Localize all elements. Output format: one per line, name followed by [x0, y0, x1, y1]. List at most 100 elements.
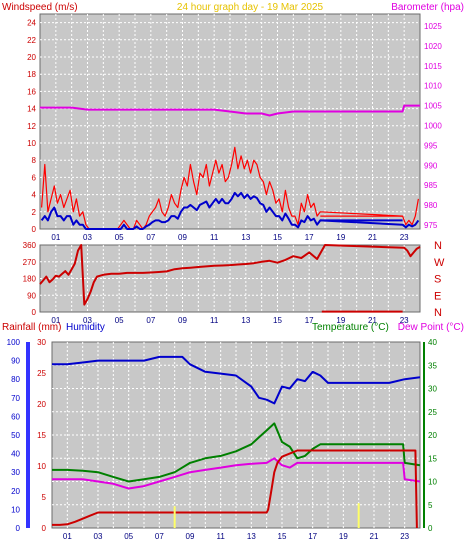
- humidity-y-tick-label: 60: [11, 412, 20, 421]
- temperature-y-tick-label: 10: [428, 478, 437, 487]
- direction-y-tick-label: 180: [23, 275, 37, 284]
- barometer-y-tick-label: 980: [424, 201, 438, 210]
- wind-y-tick-label: 14: [27, 105, 36, 114]
- series-line-rainfall: [52, 449, 418, 529]
- direction-y-tick-label: 90: [27, 291, 36, 300]
- direction-panel-x-tick-label: 19: [336, 316, 345, 325]
- direction-compass-label: W: [434, 257, 445, 269]
- series-line-temperature: [52, 422, 421, 483]
- climate-panel-x-tick-label: 03: [94, 532, 103, 541]
- rain-y-tick-label: 10: [37, 462, 46, 471]
- direction-panel-x-tick-label: 05: [115, 316, 124, 325]
- direction-y-tick-label: 270: [23, 258, 37, 267]
- dew-point-axis-title: Dew Point (°C): [398, 322, 464, 333]
- wind-panel-x-tick-label: 11: [210, 233, 219, 242]
- climate-panel-x-tick-label: 13: [247, 532, 256, 541]
- wind-y-tick-label: 12: [27, 122, 36, 131]
- barometer-y-tick-label: 995: [424, 141, 438, 150]
- humidity-y-tick-label: 70: [11, 394, 20, 403]
- wind-y-tick-label: 18: [27, 70, 36, 79]
- series-line-barometer: [40, 104, 420, 117]
- wind-axis-title: Windspeed (m/s): [2, 2, 78, 13]
- direction-y-tick-label: 0: [32, 308, 37, 317]
- wind-y-tick-label: 8: [32, 156, 37, 165]
- wind-y-tick-label: 22: [27, 36, 36, 45]
- wind-y-tick-label: 16: [27, 87, 36, 96]
- wind-y-tick-label: 10: [27, 139, 36, 148]
- barometer-axis-title: Barometer (hpa): [391, 2, 464, 13]
- wind-y-tick-label: 6: [32, 173, 37, 182]
- rain-y-tick-label: 5: [42, 493, 47, 502]
- direction-panel-x-tick-label: 09: [178, 316, 187, 325]
- temperature-y-tick-label: 25: [428, 408, 437, 417]
- wind-y-tick-label: 0: [32, 225, 37, 234]
- series-line-dew-point: [52, 457, 421, 490]
- wind-panel-x-tick-label: 07: [146, 233, 155, 242]
- temperature-y-tick-label: 0: [428, 524, 433, 533]
- climate-panel-x-tick-label: 19: [339, 532, 348, 541]
- series-line-wind-direction: [39, 244, 421, 306]
- climate-panel-x-tick-label: 07: [155, 532, 164, 541]
- climate-panel-x-tick-label: 17: [308, 532, 317, 541]
- climate-panel-x-tick-label: 11: [217, 532, 226, 541]
- humidity-axis-title: Humidity: [66, 322, 105, 333]
- barometer-y-tick-label: 985: [424, 181, 438, 190]
- direction-compass-label: E: [434, 290, 441, 302]
- temperature-y-tick-label: 30: [428, 385, 437, 394]
- temperature-y-tick-label: 15: [428, 454, 437, 463]
- wind-y-tick-label: 20: [27, 53, 36, 62]
- climate-panel-x-tick-label: 05: [124, 532, 133, 541]
- climate-panel-x-tick-label: 15: [278, 532, 287, 541]
- barometer-y-tick-label: 1020: [424, 42, 442, 51]
- temperature-axis-bar: [423, 342, 425, 528]
- climate-panel-vgrid: [66, 342, 406, 528]
- temperature-axis-title: Temperature (°C): [312, 322, 389, 333]
- direction-panel-x-tick-label: 15: [273, 316, 282, 325]
- rain-y-tick-label: 20: [37, 400, 46, 409]
- wind-panel-x-tick-label: 03: [83, 233, 92, 242]
- rain-axis-bar: [26, 342, 30, 528]
- temperature-y-tick-label: 5: [428, 501, 433, 510]
- climate-panel-x-tick-label: 23: [400, 532, 409, 541]
- humidity-y-tick-label: 20: [11, 487, 20, 496]
- rain-axis-title: Rainfall (mm): [2, 322, 61, 333]
- chart-title: 24 hour graph day - 19 Mar 2025: [177, 2, 324, 13]
- rain-y-tick-label: 30: [37, 338, 46, 347]
- temperature-y-tick-label: 40: [428, 338, 437, 347]
- direction-panel-x-tick-label: 13: [241, 316, 250, 325]
- barometer-y-tick-label: 1000: [424, 121, 442, 130]
- barometer-y-tick-label: 1025: [424, 22, 442, 31]
- direction-panel-x-tick-label: 03: [83, 316, 92, 325]
- wind-panel-x-tick-label: 09: [178, 233, 187, 242]
- series-line-wind-average: [40, 191, 420, 230]
- direction-panel-x-tick-label: 11: [210, 316, 219, 325]
- humidity-y-tick-label: 40: [11, 450, 20, 459]
- direction-panel-x-tick-label: 21: [368, 316, 377, 325]
- barometer-y-tick-label: 1005: [424, 102, 442, 111]
- humidity-y-tick-label: 100: [7, 338, 21, 347]
- humidity-y-tick-label: 30: [11, 468, 20, 477]
- wind-panel-x-tick-label: 01: [51, 233, 60, 242]
- direction-panel-x-tick-label: 01: [51, 316, 60, 325]
- wind-panel-x-tick-label: 17: [305, 233, 314, 242]
- humidity-y-tick-label: 80: [11, 375, 20, 384]
- humidity-y-tick-label: 90: [11, 357, 20, 366]
- direction-compass-label: N: [434, 307, 442, 319]
- humidity-y-tick-label: 0: [16, 524, 21, 533]
- temperature-y-tick-label: 35: [428, 361, 437, 370]
- wind-panel-background: [39, 13, 421, 230]
- direction-compass-label: S: [434, 274, 441, 286]
- temperature-y-tick-label: 20: [428, 431, 437, 440]
- humidity-y-tick-label: 10: [11, 505, 20, 514]
- climate-panel-x-tick-label: 21: [370, 532, 379, 541]
- wind-panel-x-tick-label: 13: [241, 233, 250, 242]
- wind-y-tick-label: 4: [32, 191, 37, 200]
- wind-panel-x-tick-label: 21: [368, 233, 377, 242]
- climate-panel-x-tick-label: 09: [186, 532, 195, 541]
- barometer-y-tick-label: 975: [424, 221, 438, 230]
- direction-panel-vgrid: [55, 245, 405, 312]
- series-line-humidity: [52, 355, 421, 405]
- wind-panel-x-tick-label: 05: [115, 233, 124, 242]
